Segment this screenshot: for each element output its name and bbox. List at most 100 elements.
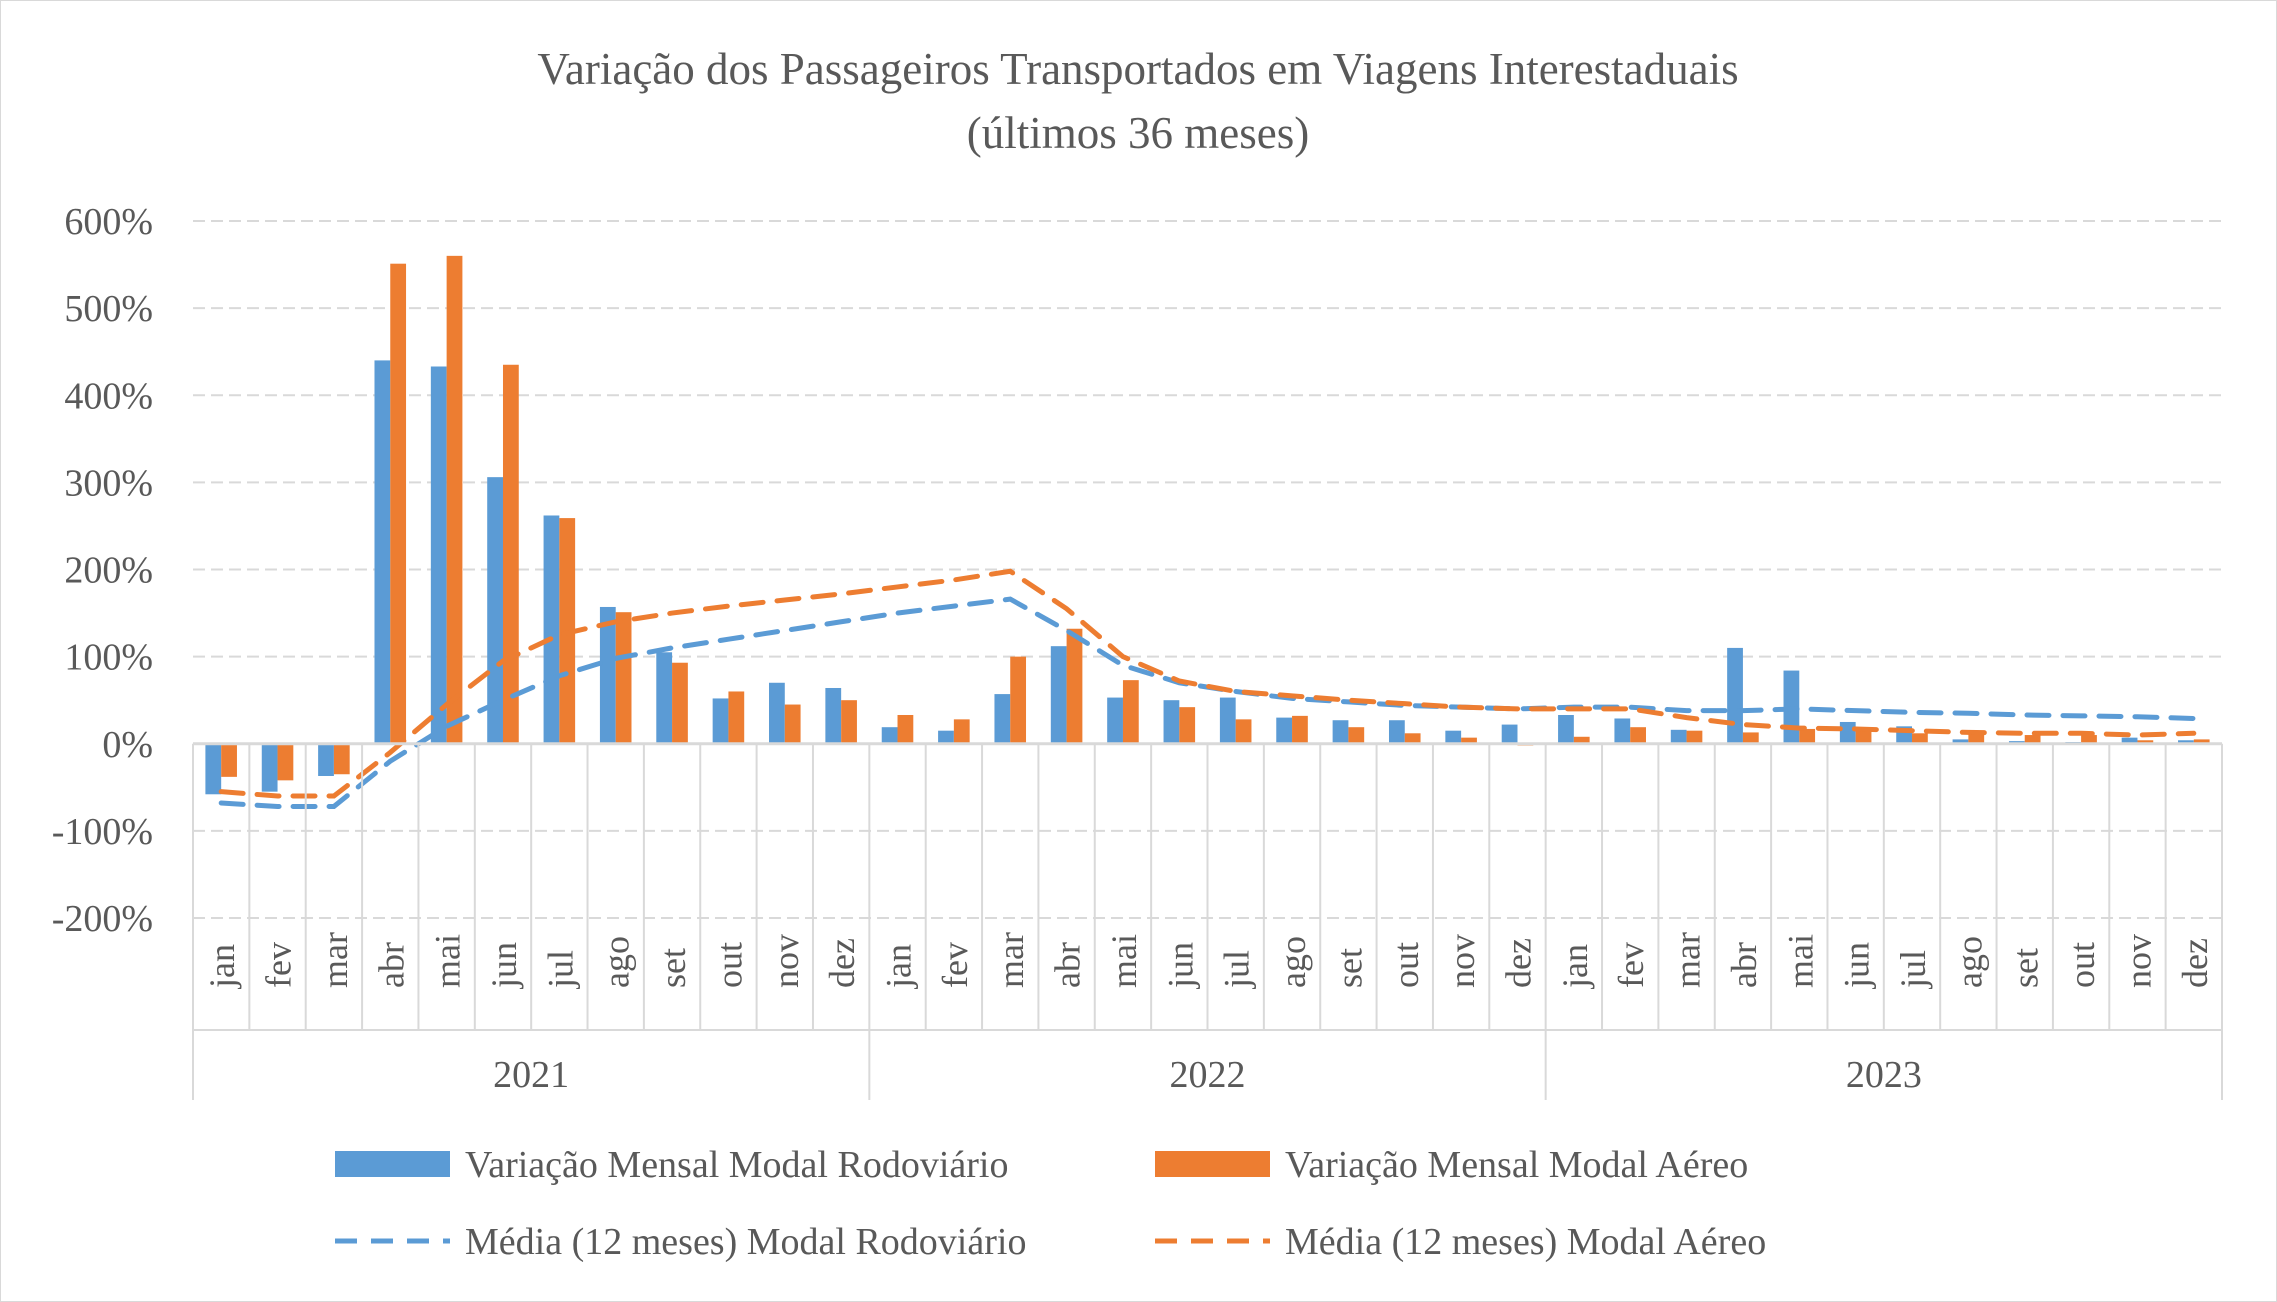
- y-tick-label: 500%: [64, 288, 153, 330]
- x-tick-label-month: mai: [1780, 934, 1820, 988]
- x-tick-label-month: set: [653, 948, 693, 988]
- legend-label: Variação Mensal Modal Aéreo: [1285, 1144, 1748, 1186]
- bar-rodoviario: [1839, 721, 1856, 744]
- x-tick-label-month: mar: [315, 932, 355, 988]
- x-tick-label-month: jul: [540, 950, 580, 990]
- x-tick-label-year: 2023: [1846, 1054, 1922, 1096]
- bar-rodoviario: [1388, 720, 1405, 744]
- bar-rodoviario: [825, 687, 842, 744]
- y-tick-label: -200%: [52, 898, 153, 940]
- x-tick-label-month: jun: [1837, 942, 1877, 990]
- bar-aereo: [1855, 728, 1872, 744]
- bar-aereo: [784, 704, 801, 744]
- x-tick-label-year: 2021: [493, 1054, 569, 1096]
- x-tick-label-year: 2022: [1170, 1054, 1246, 1096]
- bar-aereo: [615, 612, 632, 744]
- bar-rodoviario: [487, 477, 503, 744]
- bar-rodoviario: [1670, 729, 1687, 744]
- bar-rodoviario: [1558, 714, 1574, 744]
- legend-swatch: [335, 1151, 450, 1177]
- bar-rodoviario: [261, 743, 278, 792]
- bar-aereo: [1292, 715, 1308, 744]
- x-tick-label-month: fev: [1611, 942, 1651, 988]
- chart-title: Variação dos Passageiros Transportados e…: [537, 44, 1738, 94]
- y-tick-label: 600%: [64, 201, 153, 243]
- bar-aereo: [221, 743, 237, 777]
- x-tick-label-month: dez: [822, 938, 862, 988]
- bar-rodoviario: [318, 743, 334, 776]
- x-tick-label-month: out: [1386, 942, 1426, 988]
- bar-rodoviario: [2121, 737, 2138, 744]
- chart-subtitle: (últimos 36 meses): [967, 108, 1309, 158]
- bar-rodoviario: [994, 694, 1011, 744]
- bar-aereo: [1179, 707, 1196, 744]
- bar-rodoviario: [599, 606, 616, 744]
- x-tick-label-month: dez: [1498, 938, 1538, 988]
- bar-aereo: [2081, 735, 2097, 744]
- bar-rodoviario: [769, 682, 785, 744]
- bar-aereo: [2137, 740, 2154, 744]
- bar-rodoviario: [1501, 724, 1518, 744]
- x-tick-label-month: mar: [1668, 932, 1708, 988]
- x-tick-label-month: ago: [1273, 936, 1313, 988]
- bar-aereo: [1122, 680, 1139, 744]
- x-tick-label-month: out: [2062, 942, 2102, 988]
- bar-aereo: [2193, 739, 2210, 744]
- bar-aereo: [1799, 728, 1816, 744]
- x-tick-label-month: jun: [484, 942, 524, 990]
- bar-aereo: [728, 691, 745, 744]
- bar-rodoviario: [938, 730, 954, 744]
- x-tick-label-month: fev: [259, 942, 299, 988]
- x-tick-label-month: set: [1329, 948, 1369, 988]
- x-tick-label-month: abr: [371, 942, 411, 988]
- bar-rodoviario: [1107, 697, 1123, 744]
- x-tick-label-month: abr: [1048, 942, 1088, 988]
- bar-rodoviario: [1445, 730, 1462, 744]
- bar-rodoviario: [543, 515, 560, 744]
- bar-aereo: [897, 714, 914, 744]
- bar-aereo: [1348, 727, 1365, 744]
- bar-aereo: [277, 743, 294, 781]
- bar-aereo: [333, 743, 350, 775]
- bar-rodoviario: [881, 727, 898, 744]
- x-tick-label-month: nov: [766, 934, 806, 988]
- bar-aereo: [841, 700, 857, 744]
- x-tick-label-month: ago: [1949, 936, 1989, 988]
- bar-aereo: [1461, 737, 1477, 744]
- bar-rodoviario: [1219, 697, 1236, 744]
- bar-rodoviario: [1727, 647, 1743, 744]
- bar-rodoviario: [1332, 720, 1349, 744]
- x-tick-label-month: dez: [2175, 938, 2215, 988]
- bar-rodoviario: [1050, 646, 1067, 744]
- x-tick-label-month: mai: [1104, 934, 1144, 988]
- legend-swatch: [1155, 1151, 1270, 1177]
- bar-aereo: [502, 364, 519, 744]
- x-tick-label-month: ago: [597, 936, 637, 988]
- x-tick-label-month: mar: [991, 932, 1031, 988]
- line-media-aereo: [218, 568, 2197, 799]
- bar-rodoviario: [1952, 739, 1969, 744]
- bar-aereo: [1912, 733, 1928, 744]
- bar-aereo: [1404, 733, 1421, 744]
- x-tick-label-month: jan: [202, 944, 242, 990]
- bar-rodoviario: [712, 698, 729, 744]
- y-tick-label: 0%: [102, 724, 153, 766]
- legend-label: Variação Mensal Modal Rodoviário: [465, 1144, 1008, 1186]
- x-tick-label-month: jun: [1160, 942, 1200, 990]
- x-tick-label-month: set: [2006, 948, 2046, 988]
- bar-rodoviario: [656, 652, 673, 744]
- x-tick-label-month: jul: [1893, 950, 1933, 990]
- x-tick-label-month: mai: [428, 934, 468, 988]
- bar-rodoviario: [2178, 740, 2194, 744]
- bar-rodoviario: [430, 366, 447, 744]
- y-tick-label: 200%: [64, 550, 153, 592]
- x-tick-label-month: out: [709, 942, 749, 988]
- y-tick-label: -100%: [52, 811, 153, 853]
- bar-aereo: [446, 255, 463, 744]
- x-tick-label-month: abr: [1724, 942, 1764, 988]
- x-tick-label-month: nov: [1442, 934, 1482, 988]
- bar-aereo: [1573, 736, 1590, 744]
- legend-label: Média (12 meses) Modal Rodoviário: [465, 1221, 1026, 1263]
- x-tick-label-month: jul: [1217, 950, 1257, 990]
- bar-rodoviario: [1614, 718, 1631, 744]
